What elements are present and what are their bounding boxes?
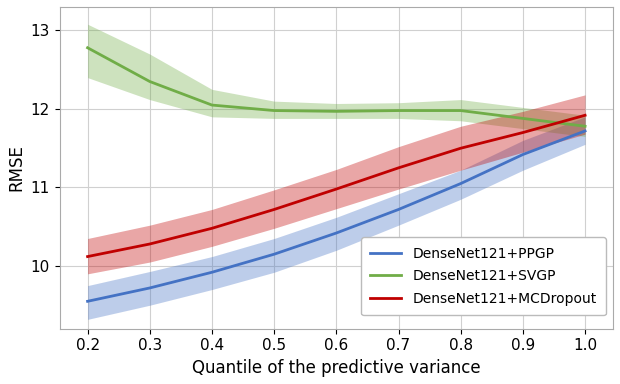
Legend: DenseNet121+PPGP, DenseNet121+SVGP, DenseNet121+MCDropout: DenseNet121+PPGP, DenseNet121+SVGP, Dens… — [361, 237, 606, 315]
X-axis label: Quantile of the predictive variance: Quantile of the predictive variance — [192, 359, 480, 377]
Y-axis label: RMSE: RMSE — [7, 144, 25, 191]
